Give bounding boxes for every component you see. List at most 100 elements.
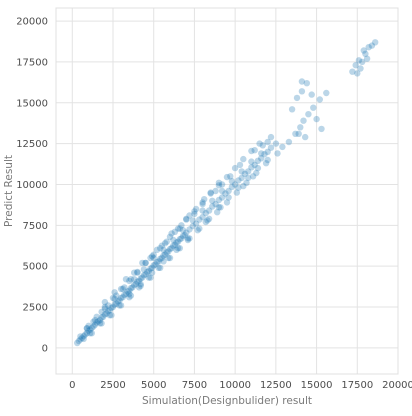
scatter-point bbox=[240, 155, 247, 163]
scatter-point bbox=[189, 217, 196, 224]
scatter-point bbox=[267, 144, 275, 151]
scatter-point bbox=[101, 298, 109, 306]
scatter-point bbox=[96, 320, 104, 327]
scatter-point bbox=[199, 200, 206, 208]
scatter-point bbox=[104, 302, 112, 309]
scatter-point bbox=[174, 225, 182, 232]
scatter-point bbox=[205, 215, 213, 222]
scatter-point bbox=[186, 235, 193, 242]
scatter-point bbox=[144, 268, 151, 276]
scatter-point bbox=[168, 245, 175, 252]
scatter-point bbox=[241, 170, 249, 177]
scatter-point bbox=[355, 57, 363, 64]
scatter-point bbox=[150, 251, 157, 258]
scatter-point bbox=[139, 274, 146, 281]
scatter-point bbox=[215, 179, 223, 186]
scatter-point bbox=[267, 133, 275, 141]
scatter-point bbox=[192, 220, 200, 227]
scatter-point bbox=[111, 301, 118, 308]
scatter-point bbox=[117, 302, 125, 309]
scatter-point bbox=[150, 254, 157, 262]
scatter-point bbox=[233, 189, 240, 196]
scatter-point bbox=[231, 164, 239, 172]
scatter-point bbox=[248, 147, 255, 155]
scatter-point bbox=[222, 190, 229, 197]
scatter-point bbox=[147, 254, 154, 262]
scatter-point bbox=[184, 235, 192, 242]
scatter-point bbox=[148, 264, 156, 271]
scatter-point bbox=[243, 179, 250, 186]
y-axis-label: Predict Result bbox=[3, 155, 15, 227]
scatter-point bbox=[272, 140, 280, 147]
scatter-point bbox=[183, 216, 190, 223]
scatter-point bbox=[251, 161, 258, 169]
scatter-point bbox=[318, 125, 325, 133]
scatter-point bbox=[83, 330, 91, 337]
scatter-point bbox=[142, 259, 149, 267]
x-axis-label: Simulation(Designbulider) result bbox=[142, 395, 312, 407]
scatter-point bbox=[127, 276, 135, 283]
scatter-point bbox=[258, 150, 265, 157]
scatter-point bbox=[131, 276, 138, 283]
scatter-point bbox=[231, 181, 239, 188]
scatter-point bbox=[215, 182, 223, 189]
scatter-point bbox=[126, 294, 133, 301]
scatter-point bbox=[186, 226, 193, 233]
y-tick-label: 2500 bbox=[23, 303, 48, 314]
scatter-point bbox=[98, 314, 105, 321]
scatter-point bbox=[109, 303, 117, 311]
x-tick-label: 15000 bbox=[301, 380, 333, 391]
scatter-point bbox=[87, 330, 94, 337]
scatter-point bbox=[362, 50, 369, 57]
scatter-point bbox=[264, 138, 271, 146]
scatter-point bbox=[109, 294, 117, 302]
scatter-point bbox=[207, 190, 214, 197]
y-tick-labels: 0 2500 5000 7500 10000 12500 15000 17500 20000 bbox=[16, 17, 48, 355]
scatter-point bbox=[212, 187, 219, 195]
scatter-point bbox=[218, 181, 226, 188]
scatter-point bbox=[106, 307, 113, 314]
scatter-point bbox=[295, 130, 302, 137]
scatter-point bbox=[78, 334, 86, 342]
scatter-point bbox=[173, 239, 180, 246]
scatter-point bbox=[80, 335, 87, 343]
scatter-point bbox=[147, 274, 154, 281]
scatter-point bbox=[214, 209, 221, 216]
scatter-point bbox=[199, 207, 206, 214]
scatter-point bbox=[176, 225, 183, 232]
scatter-point bbox=[368, 42, 376, 49]
scatter-point bbox=[235, 184, 242, 191]
scatter-point bbox=[240, 182, 247, 190]
y-tick-label: 12500 bbox=[16, 139, 48, 150]
scatter-point bbox=[137, 282, 144, 289]
scatter-point bbox=[121, 291, 128, 298]
scatter-point bbox=[122, 290, 130, 298]
scatter-point bbox=[155, 264, 162, 271]
scatter-point bbox=[95, 318, 102, 325]
scatter-point bbox=[186, 212, 193, 219]
scatter-point bbox=[134, 268, 141, 276]
scatter-point bbox=[174, 238, 182, 245]
scatter-point bbox=[248, 164, 255, 171]
scatter-point bbox=[173, 246, 180, 253]
x-tick-label: 12500 bbox=[260, 380, 292, 391]
scatter-point bbox=[111, 295, 118, 302]
scatter-point bbox=[85, 327, 92, 334]
plot-frame bbox=[55, 7, 399, 375]
scatter-point bbox=[135, 277, 143, 285]
scatter-point bbox=[77, 333, 84, 340]
scatter-point bbox=[170, 242, 177, 249]
scatter-point bbox=[82, 331, 89, 338]
scatter-point bbox=[196, 216, 203, 223]
scatter-point bbox=[288, 106, 296, 113]
scatter-point bbox=[160, 246, 167, 253]
scatter-point bbox=[245, 168, 252, 175]
scatter-point bbox=[209, 197, 216, 204]
scatter-point bbox=[161, 251, 169, 258]
scatter-point bbox=[85, 322, 92, 329]
scatter-point bbox=[101, 305, 109, 312]
scatter-point bbox=[245, 174, 252, 182]
scatter-point bbox=[215, 196, 223, 204]
scatter-point bbox=[302, 133, 309, 141]
scatter-point bbox=[153, 258, 161, 266]
